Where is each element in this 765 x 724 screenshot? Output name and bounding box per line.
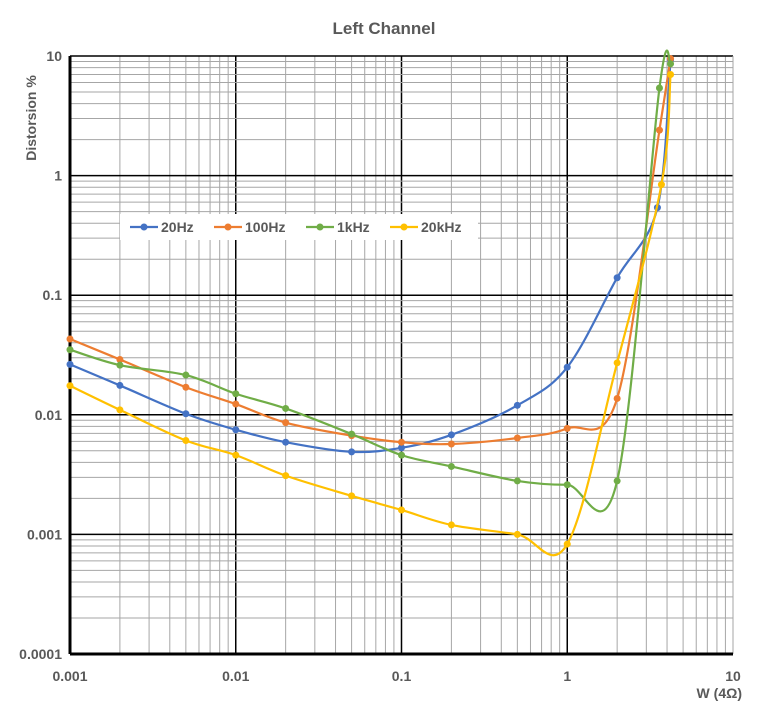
x-axis-label: W (4Ω) <box>697 685 742 701</box>
data-point-20kHz <box>232 451 240 459</box>
data-point-100Hz <box>655 126 663 134</box>
data-point-20Hz <box>563 363 571 371</box>
y-tick-label: 10 <box>46 48 62 64</box>
data-point-20kHz <box>447 521 455 529</box>
chart-title: Left Channel <box>333 19 436 38</box>
y-tick-label: 0.001 <box>27 526 62 542</box>
x-tick-label: 10 <box>725 668 741 684</box>
data-point-1kHz <box>447 462 455 470</box>
data-point-20kHz <box>613 359 621 367</box>
data-point-100Hz <box>66 335 74 343</box>
data-point-1kHz <box>116 361 124 369</box>
data-point-20Hz <box>447 431 455 439</box>
data-point-100Hz <box>182 383 190 391</box>
data-point-20Hz <box>66 360 74 368</box>
y-tick-label: 0.01 <box>35 407 62 423</box>
data-point-1kHz <box>398 451 405 459</box>
series-line-100Hz <box>69 58 672 446</box>
y-axis-label: Distorsion % <box>23 75 39 161</box>
data-point-20Hz <box>232 426 240 434</box>
x-tick-label: 0.1 <box>392 668 412 684</box>
x-tick-label: 1 <box>563 668 571 684</box>
data-point-20kHz <box>348 492 356 500</box>
data-point-20kHz <box>657 181 665 189</box>
data-point-100Hz <box>232 400 240 408</box>
series-line-20kHz <box>69 74 672 557</box>
data-point-100Hz <box>282 419 290 427</box>
data-point-20Hz <box>398 444 405 452</box>
legend-swatch-marker <box>316 223 324 231</box>
data-point-1kHz <box>182 371 190 379</box>
legend-swatch-marker <box>400 223 408 231</box>
data-point-1kHz <box>66 346 74 354</box>
data-point-20Hz <box>513 401 521 409</box>
series-line-1kHz <box>69 49 672 513</box>
data-point-1kHz <box>232 390 240 398</box>
legend-label: 20Hz <box>161 219 194 235</box>
data-point-100Hz <box>613 394 621 402</box>
data-point-20kHz <box>513 530 521 538</box>
data-point-20Hz <box>182 410 190 418</box>
data-point-20kHz <box>66 382 74 390</box>
data-point-20kHz <box>282 472 290 480</box>
data-point-20kHz <box>116 406 124 414</box>
data-point-100Hz <box>447 440 455 448</box>
data-point-20Hz <box>613 274 621 282</box>
data-point-20Hz <box>282 438 290 446</box>
data-point-20kHz <box>667 71 675 79</box>
y-tick-label: 0.1 <box>43 287 63 303</box>
legend-swatch-marker <box>140 223 148 231</box>
legend-swatch-marker <box>224 223 232 231</box>
legend-label: 100Hz <box>245 219 285 235</box>
y-tick-label: 1 <box>54 168 62 184</box>
data-point-1kHz <box>513 477 521 485</box>
data-point-20Hz <box>116 381 124 389</box>
data-point-20kHz <box>182 436 190 444</box>
data-point-100Hz <box>513 434 521 442</box>
data-point-20kHz <box>398 506 405 514</box>
x-tick-label: 0.001 <box>52 668 87 684</box>
data-point-1kHz <box>655 84 663 92</box>
series-lines <box>66 49 675 557</box>
legend: 20Hz 100Hz 1kHz 20kHz <box>120 214 478 240</box>
legend-label: 20kHz <box>421 219 461 235</box>
tick-labels: 0.001 0.01 0.1 1 10 0.0001 0.001 0.01 0.1 1 10 <box>19 48 741 684</box>
data-point-1kHz <box>667 60 675 68</box>
legend-label: 1kHz <box>337 219 370 235</box>
data-point-1kHz <box>348 430 356 438</box>
data-point-100Hz <box>563 424 571 432</box>
legend-box <box>120 214 478 240</box>
y-tick-label: 0.0001 <box>19 646 62 662</box>
data-point-100Hz <box>398 438 405 446</box>
data-point-100Hz <box>116 355 124 363</box>
grid <box>68 55 734 656</box>
data-point-1kHz <box>282 404 290 412</box>
data-point-1kHz <box>613 477 621 485</box>
x-tick-label: 0.01 <box>222 668 249 684</box>
data-point-20kHz <box>563 540 571 548</box>
data-point-1kHz <box>563 481 571 489</box>
data-point-20Hz <box>348 448 356 456</box>
